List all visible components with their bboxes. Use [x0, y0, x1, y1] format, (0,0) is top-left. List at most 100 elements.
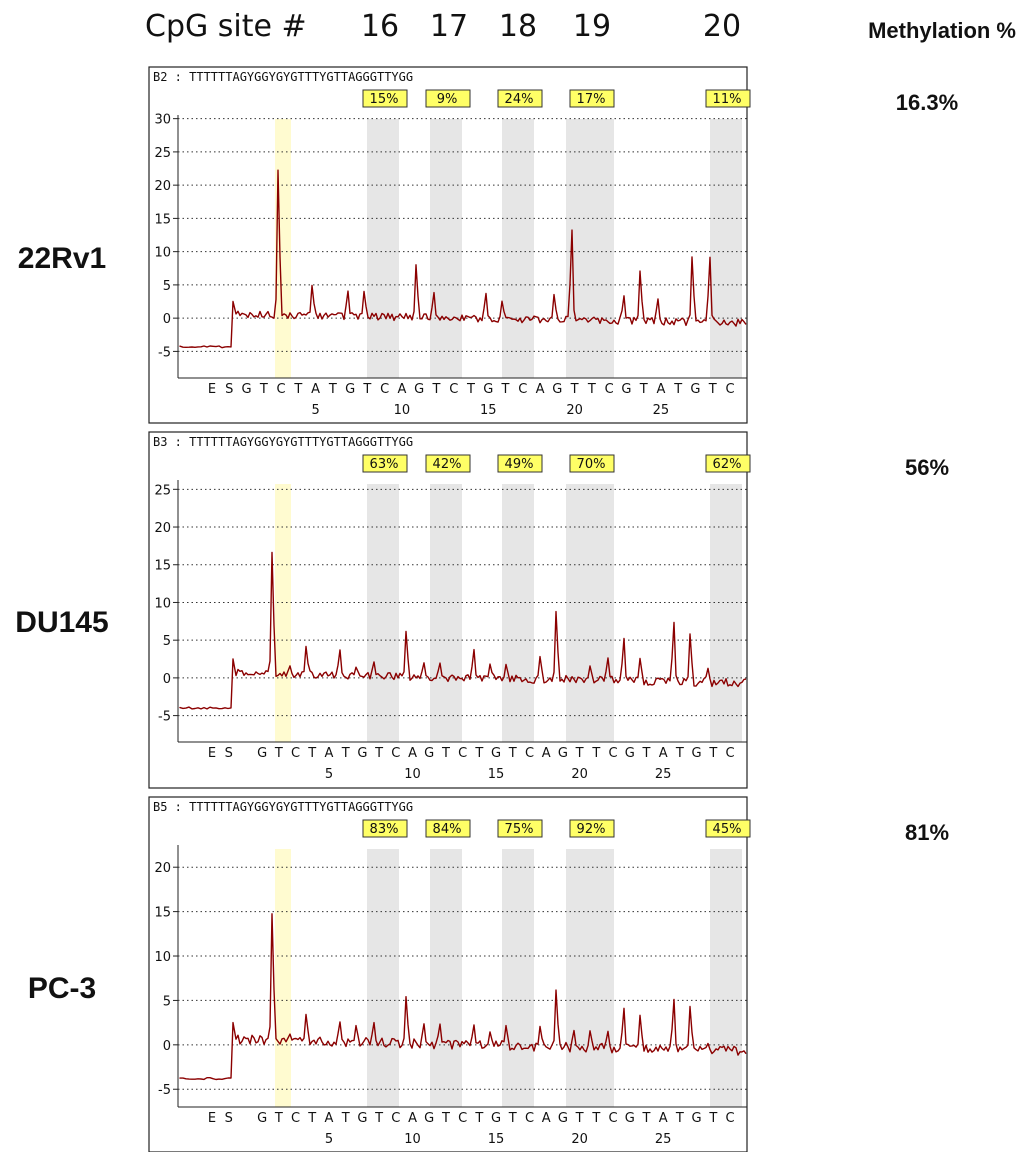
percent-badge-label: 9% [437, 92, 458, 107]
percent-badge-label: 75% [505, 822, 534, 837]
y-tick-label: 15 [154, 559, 171, 574]
percent-badge [497, 819, 543, 838]
dispensation-letter: C [525, 1111, 534, 1126]
dispensation-letter: G [558, 1111, 568, 1126]
y-tick-label: 0 [163, 312, 171, 327]
position-label: 10 [394, 403, 411, 418]
dispensation-letter: T [293, 382, 302, 397]
percent-badge [497, 89, 543, 108]
dispensation-letter: G [692, 746, 702, 761]
dispensation-letter: T [641, 1111, 650, 1126]
dispensation-letter: A [659, 746, 668, 761]
sequence-label: B5 : TTTTTTAGYGGYGYGTTTYGTTAGGGTTYGG [153, 800, 413, 814]
methylation-title: Methylation % [868, 18, 1016, 43]
dispensation-letter: A [408, 1111, 417, 1126]
position-label: 5 [325, 767, 333, 782]
dispensation-letter: G [692, 1111, 702, 1126]
percent-badge [362, 89, 408, 108]
dispensation-letter: G [690, 382, 700, 397]
dispensation-letter: C [449, 382, 458, 397]
dispensation-letter: C [725, 382, 734, 397]
position-label: 25 [653, 403, 670, 418]
cell-line-label: DU145 [15, 606, 108, 639]
dispensation-letter: A [542, 746, 551, 761]
dispensation-letter: T [431, 382, 440, 397]
sequence-label: B2 : TTTTTTAGYGGYGYGTTTYGTTAGGGTTYGG [153, 70, 413, 84]
position-label: 5 [311, 403, 319, 418]
y-tick-label: 15 [154, 212, 171, 227]
percent-badge [705, 89, 751, 108]
cpg-site-label: CpG site # [145, 9, 307, 44]
sequence-label: B3 : TTTTTTAGYGGYGYGTTTYGTTAGGGTTYGG [153, 435, 413, 449]
dispensation-letter: A [325, 1111, 334, 1126]
dispensation-letter: T [274, 1111, 283, 1126]
dispensation-letter: G [621, 382, 631, 397]
dispensation-letter: T [362, 382, 371, 397]
y-tick-label: 5 [163, 634, 171, 649]
cpg-shade-1 [367, 849, 399, 1107]
percent-badge [705, 819, 751, 838]
dispensation-letter: C [380, 382, 389, 397]
y-tick-label: 25 [154, 146, 171, 161]
dispensation-letter: T [441, 1111, 450, 1126]
dispensation-letter: C [291, 746, 300, 761]
position-label: 20 [571, 767, 588, 782]
cpg-shade-5 [710, 484, 742, 742]
dispensation-letter: T [675, 746, 684, 761]
cpg-shade-3 [502, 849, 534, 1107]
y-tick-label: 0 [163, 672, 171, 687]
dispensation-letter: T [641, 746, 650, 761]
cpg-shade-2 [430, 484, 462, 742]
dispensation-letter: T [259, 382, 268, 397]
percent-badge [497, 454, 543, 473]
percent-badge [569, 819, 615, 838]
y-tick-label: 5 [163, 279, 171, 294]
cpg-shade-4 [566, 119, 614, 378]
percent-badge-label: 11% [713, 92, 742, 107]
methylation-value: 56% [905, 455, 949, 480]
dispensation-letter: E [208, 382, 216, 397]
y-tick-label: 0 [163, 1039, 171, 1054]
percent-badge-label: 84% [433, 822, 462, 837]
dispensation-letter: G [625, 1111, 635, 1126]
dispensation-letter: C [518, 382, 527, 397]
methylation-value: 81% [905, 820, 949, 845]
cpg-site-16: 16 [361, 9, 399, 44]
percent-badge-label: 83% [370, 822, 399, 837]
percent-badge [425, 89, 471, 108]
position-label: 10 [404, 767, 421, 782]
dispensation-letter: C [277, 382, 286, 397]
cpg-shade-3 [502, 484, 534, 742]
cpg-shade-5 [710, 119, 742, 378]
dispensation-letter: C [605, 382, 614, 397]
dispensation-letter: T [675, 1111, 684, 1126]
pyrogram-panels: 22Rv1 16.3% B2 : TTTTTTAGYGGYGYGTTTYGTTAGG… [15, 66, 958, 1152]
dispensation-letter: C [725, 746, 734, 761]
percent-badge [569, 89, 615, 108]
bisulfite-control-shade [275, 484, 291, 742]
y-tick-label: 20 [154, 521, 171, 536]
dispensation-letter: G [357, 746, 367, 761]
dispensation-letter: T [307, 746, 316, 761]
position-label: 15 [480, 403, 497, 418]
y-tick-label: 10 [154, 596, 171, 611]
dispensation-letter: G [257, 746, 267, 761]
position-label: 25 [655, 767, 672, 782]
dispensation-letter: T [708, 382, 717, 397]
dispensation-letter: T [341, 746, 350, 761]
dispensation-letter: C [725, 1111, 734, 1126]
y-tick-label: 30 [154, 113, 171, 128]
percent-badge-label: 17% [577, 92, 606, 107]
dispensation-letter: T [708, 1111, 717, 1126]
cpg-site-18: 18 [499, 9, 537, 44]
dispensation-letter: G [491, 746, 501, 761]
dispensation-letter: A [659, 1111, 668, 1126]
dispensation-letter: T [474, 1111, 483, 1126]
dispensation-letter: G [491, 1111, 501, 1126]
percent-badge [705, 454, 751, 473]
cpg-shade-5 [710, 849, 742, 1107]
cpg-shade-1 [367, 484, 399, 742]
dispensation-letter: G [357, 1111, 367, 1126]
pyrogram-trace [179, 913, 747, 1081]
